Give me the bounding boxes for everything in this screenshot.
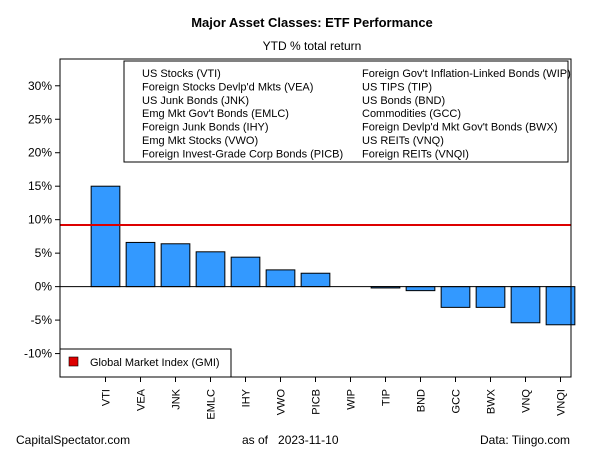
footer-data-source: Data: Tiingo.com bbox=[480, 433, 570, 447]
x-tick-label: GCC bbox=[451, 389, 463, 414]
x-tick-label: JNK bbox=[171, 388, 183, 409]
bar-gcc bbox=[440, 286, 471, 308]
bar-vti bbox=[90, 185, 121, 288]
bar-series bbox=[90, 185, 576, 326]
legend-entry: US TIPS (TIP) bbox=[362, 81, 432, 93]
y-tick-label: 25% bbox=[28, 112, 52, 126]
bar-vwo bbox=[265, 269, 296, 288]
legend-entry: Emg Mkt Stocks (VWO) bbox=[142, 135, 258, 147]
gmi-legend: Global Market Index (GMI) bbox=[59, 348, 232, 378]
legend-entry: Foreign Invest-Grade Corp Bonds (PICB) bbox=[142, 148, 343, 160]
legend-entry: US Junk Bonds (JNK) bbox=[142, 95, 249, 107]
asset-legend: US Stocks (VTI)Foreign Stocks Devlp'd Mk… bbox=[123, 60, 571, 163]
x-tick-label: PICB bbox=[311, 389, 323, 415]
gmi-legend-swatch bbox=[68, 356, 79, 367]
x-tick-label: VTI bbox=[101, 389, 113, 406]
bar-emlc bbox=[195, 251, 226, 288]
gmi-legend-box bbox=[59, 348, 232, 378]
x-tick-label: VWO bbox=[276, 389, 288, 416]
footer-as-of-date: as of 2023-11-10 bbox=[242, 433, 339, 447]
footer-source-site: CapitalSpectator.com bbox=[16, 433, 130, 447]
x-tick-label: EMLC bbox=[206, 389, 218, 420]
legend-entry: Emg Mkt Gov't Bonds (EMLC) bbox=[142, 108, 289, 120]
bar-vnq bbox=[510, 286, 541, 324]
y-tick-label: 10% bbox=[28, 213, 52, 227]
bar-ihy bbox=[230, 256, 261, 288]
y-tick-label: -5% bbox=[31, 313, 53, 327]
gmi-legend-label: Global Market Index (GMI) bbox=[90, 357, 220, 369]
y-axis: -10% -5% 0% 5% 10% 15% 20% 25% 30% bbox=[24, 79, 60, 361]
bar-bnd bbox=[405, 286, 436, 292]
legend-entry: Foreign Devlp'd Mkt Gov't Bonds (BWX) bbox=[362, 122, 558, 134]
x-tick-label: BWX bbox=[486, 388, 498, 414]
legend-entry: US Bonds (BND) bbox=[362, 95, 445, 107]
bar-vea bbox=[125, 241, 156, 288]
x-tick-label: WIP bbox=[346, 389, 358, 410]
bar-bwx bbox=[475, 286, 506, 308]
legend-entry: Foreign Junk Bonds (IHY) bbox=[142, 122, 269, 134]
y-tick-label: 15% bbox=[28, 179, 52, 193]
x-tick-label: VEA bbox=[136, 388, 148, 411]
legend-entry: Foreign REITs (VNQI) bbox=[362, 148, 469, 160]
x-tick-label: IHY bbox=[241, 388, 253, 407]
chart-title: Major Asset Classes: ETF Performance bbox=[191, 15, 433, 30]
legend-entry: Foreign Stocks Devlp'd Mkts (VEA) bbox=[142, 81, 313, 93]
plot-frame bbox=[59, 58, 572, 378]
bar-picb bbox=[300, 272, 331, 288]
y-tick-label: 5% bbox=[35, 246, 53, 260]
bar-vnqi bbox=[545, 286, 576, 326]
x-axis: VTI VEA JNK EMLC IHY VWO PICB WIP TIP BND GCC BWX VN… bbox=[101, 377, 568, 420]
x-tick-label: BND bbox=[416, 389, 428, 412]
legend-entry: Foreign Gov't Inflation-Linked Bonds (WI… bbox=[362, 68, 571, 80]
bar-jnk bbox=[160, 243, 191, 288]
y-tick-label: 30% bbox=[28, 79, 52, 93]
x-tick-label: TIP bbox=[381, 389, 393, 406]
legend-entry: US REITs (VNQ) bbox=[362, 135, 444, 147]
x-tick-label: VNQI bbox=[556, 389, 568, 416]
legend-entry: US Stocks (VTI) bbox=[142, 68, 221, 80]
chart-subtitle: YTD % total return bbox=[263, 39, 362, 53]
y-tick-label: -10% bbox=[24, 347, 52, 361]
y-tick-label: 0% bbox=[35, 280, 53, 294]
x-tick-label: VNQ bbox=[521, 389, 533, 413]
legend-left-column: US Stocks (VTI)Foreign Stocks Devlp'd Mk… bbox=[142, 68, 343, 160]
legend-right-column: Foreign Gov't Inflation-Linked Bonds (WI… bbox=[362, 68, 571, 160]
asset-legend-box bbox=[123, 60, 569, 163]
legend-entry: Commodities (GCC) bbox=[362, 108, 461, 120]
y-tick-label: 20% bbox=[28, 146, 52, 160]
